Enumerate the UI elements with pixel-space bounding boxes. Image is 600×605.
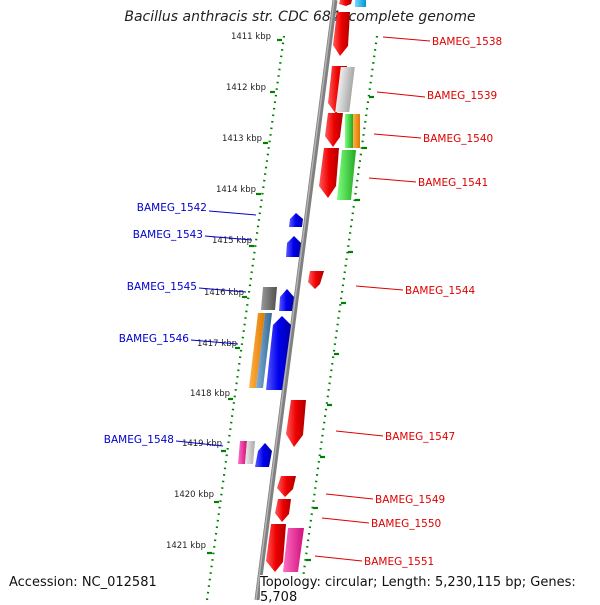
- forward-strand-genes: [260, 0, 366, 600]
- tick-label-1415: 1415 kbp: [212, 236, 252, 246]
- cog-block-orange: [353, 114, 360, 148]
- gene-arrow[interactable]: [286, 400, 306, 447]
- tick-label-1421: 1421 kbp: [166, 541, 206, 551]
- cog-block-gray: [335, 67, 355, 112]
- cog-block-pink: [283, 528, 304, 572]
- gene-arrow[interactable]: [279, 289, 294, 311]
- gene-arrow[interactable]: [266, 524, 286, 572]
- gene-label[interactable]: BAMEG_1550: [371, 518, 441, 530]
- topology-text: Topology: circular; Length: 5,230,115 bp…: [260, 575, 600, 605]
- gene-label[interactable]: BAMEG_1541: [418, 177, 488, 189]
- gene-label[interactable]: BAMEG_1545: [127, 281, 197, 293]
- gene-label[interactable]: BAMEG_1538: [432, 36, 502, 48]
- tick-label-1412: 1412 kbp: [226, 83, 266, 93]
- ruler-labels: 1411 kbp 1412 kbp 1413 kbp 1414 kbp 1415…: [166, 32, 271, 551]
- cog-block-cyan: [355, 0, 366, 7]
- gene-label[interactable]: BAMEG_1551: [364, 556, 434, 568]
- forward-gene-labels: BAMEG_1538 BAMEG_1539 BAMEG_1540 BAMEG_1…: [314, 36, 502, 568]
- outer-ring-dotted: [298, 35, 379, 600]
- inner-ring-dotted: [205, 35, 286, 600]
- reverse-strand-genes: [238, 213, 303, 467]
- accession-text: Accession: NC_012581: [9, 575, 157, 590]
- outer-ring-tick-marks: [306, 95, 374, 562]
- map-title: Bacillus anthracis str. CDC 684, complet…: [124, 9, 476, 25]
- cog-block-pink: [238, 441, 247, 464]
- gene-arrow[interactable]: [289, 213, 303, 227]
- gene-arrow[interactable]: [266, 316, 291, 390]
- gene-arrow[interactable]: [255, 443, 272, 467]
- tick-label-1414: 1414 kbp: [216, 185, 256, 195]
- cog-block-orange: [249, 313, 265, 388]
- inner-ring-tick-marks: [207, 38, 282, 555]
- gene-arrow[interactable]: [277, 476, 296, 497]
- cog-block-steel: [256, 313, 272, 388]
- gene-label[interactable]: BAMEG_1539: [427, 90, 497, 102]
- gene-arrow[interactable]: [308, 271, 324, 289]
- cog-block-green: [337, 150, 356, 200]
- gene-label[interactable]: BAMEG_1542: [137, 202, 207, 214]
- tick-label-1420: 1420 kbp: [174, 490, 214, 500]
- gene-label[interactable]: BAMEG_1544: [405, 285, 476, 297]
- tick-label-1417: 1417 kbp: [197, 339, 237, 349]
- gene-arrow[interactable]: [333, 12, 350, 56]
- cog-block-green: [345, 114, 353, 148]
- reverse-gene-labels: BAMEG_1542 BAMEG_1543 BAMEG_1545 BAMEG_1…: [104, 202, 257, 447]
- tick-label-1418: 1418 kbp: [190, 389, 230, 399]
- genome-backbone-highlight: [255, 0, 335, 600]
- gene-label[interactable]: BAMEG_1547: [385, 431, 455, 443]
- gene-label[interactable]: BAMEG_1546: [119, 333, 190, 345]
- cog-block-gray: [245, 441, 255, 464]
- gene-label[interactable]: BAMEG_1549: [375, 494, 445, 506]
- gene-label[interactable]: BAMEG_1540: [423, 133, 493, 145]
- gene-arrow[interactable]: [275, 499, 291, 522]
- gene-arrow[interactable]: [325, 113, 343, 147]
- genome-backbone: [254, 0, 338, 600]
- gene-arrow[interactable]: [286, 236, 301, 257]
- tick-label-1411: 1411 kbp: [231, 32, 271, 42]
- gene-label[interactable]: BAMEG_1548: [104, 434, 174, 446]
- tick-label-1416: 1416 kbp: [204, 288, 244, 298]
- tick-label-1413: 1413 kbp: [222, 134, 262, 144]
- gene-label[interactable]: BAMEG_1543: [133, 229, 203, 241]
- gene-arrow[interactable]: [339, 0, 352, 6]
- gene-arrow[interactable]: [319, 148, 339, 198]
- cog-block-dark-gray: [261, 287, 277, 310]
